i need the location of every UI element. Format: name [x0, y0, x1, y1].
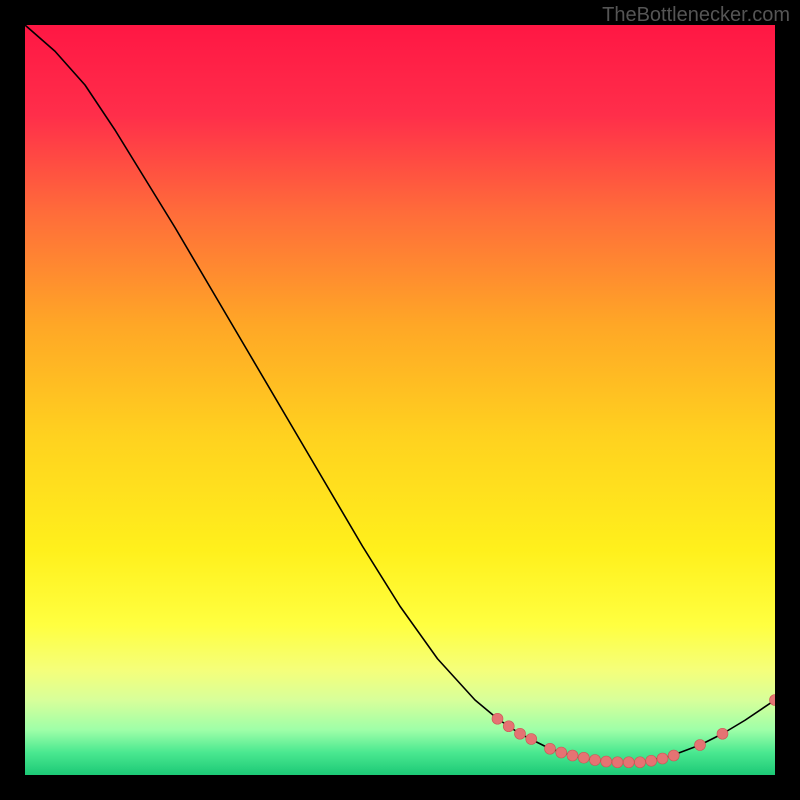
data-marker — [590, 755, 601, 766]
data-marker — [601, 756, 612, 767]
data-marker — [545, 743, 556, 754]
data-marker — [646, 755, 657, 766]
data-marker — [556, 747, 567, 758]
data-marker — [695, 740, 706, 751]
watermark-text: TheBottlenecker.com — [602, 4, 790, 27]
data-marker — [578, 752, 589, 763]
data-marker — [717, 728, 728, 739]
data-marker — [492, 713, 503, 724]
chart-svg — [25, 25, 775, 775]
data-marker — [515, 728, 526, 739]
data-marker — [567, 750, 578, 761]
data-marker — [623, 757, 634, 768]
chart-container: TheBottlenecker.com — [0, 0, 800, 800]
data-marker — [657, 753, 668, 764]
data-marker — [526, 734, 537, 745]
data-marker — [503, 721, 514, 732]
data-marker — [668, 750, 679, 761]
data-marker — [635, 757, 646, 768]
gradient-background — [25, 25, 775, 775]
data-marker — [612, 757, 623, 768]
plot-area — [25, 25, 775, 775]
